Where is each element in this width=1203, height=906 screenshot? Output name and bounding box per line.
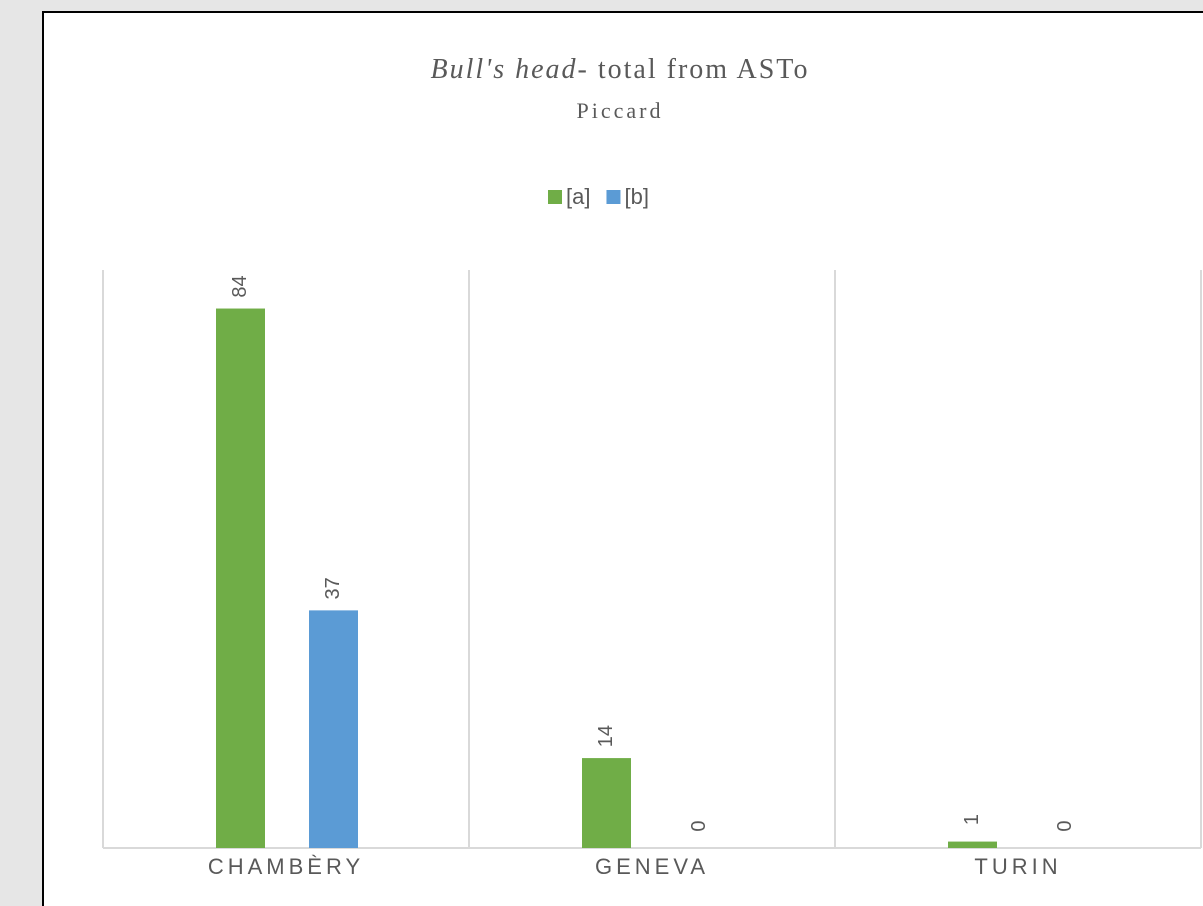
data-label: 84 — [229, 275, 251, 297]
chart-title-rest: - total from ASTo — [578, 54, 810, 85]
bar — [216, 308, 265, 848]
legend-label: [a] — [566, 184, 590, 209]
chart-title: Bull's head- total from ASTo — [431, 54, 810, 85]
x-tick-label: GENEVA — [595, 854, 709, 879]
legend-swatch — [548, 190, 562, 204]
bar — [582, 758, 631, 848]
data-label: 37 — [322, 577, 344, 599]
data-label: 14 — [595, 725, 617, 747]
chart-subtitle: Piccard — [577, 98, 664, 123]
x-tick-label: CHAMBÈRY — [208, 854, 364, 879]
bar — [309, 610, 358, 848]
legend-swatch — [606, 190, 621, 204]
data-label: 0 — [688, 820, 710, 831]
bar — [948, 841, 997, 848]
legend-label: [b] — [624, 184, 648, 209]
x-tick-label: TURIN — [974, 854, 1061, 879]
data-label: 0 — [1054, 820, 1076, 831]
data-label: 1 — [961, 814, 983, 825]
chart-title-italic: Bull's head — [431, 54, 578, 85]
